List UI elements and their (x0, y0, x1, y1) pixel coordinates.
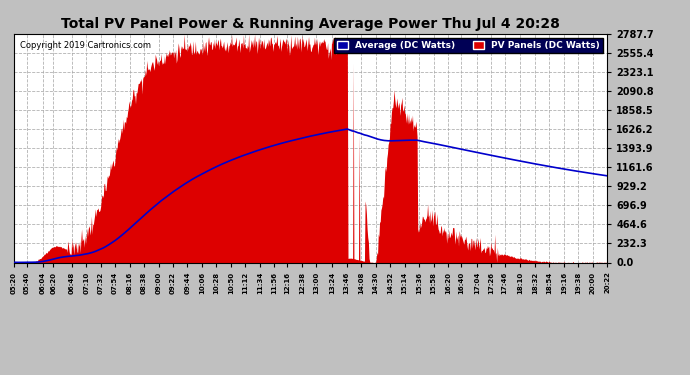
Text: Copyright 2019 Cartronics.com: Copyright 2019 Cartronics.com (20, 40, 150, 50)
Legend: Average (DC Watts), PV Panels (DC Watts): Average (DC Watts), PV Panels (DC Watts) (334, 38, 602, 53)
Title: Total PV Panel Power & Running Average Power Thu Jul 4 20:28: Total PV Panel Power & Running Average P… (61, 17, 560, 31)
